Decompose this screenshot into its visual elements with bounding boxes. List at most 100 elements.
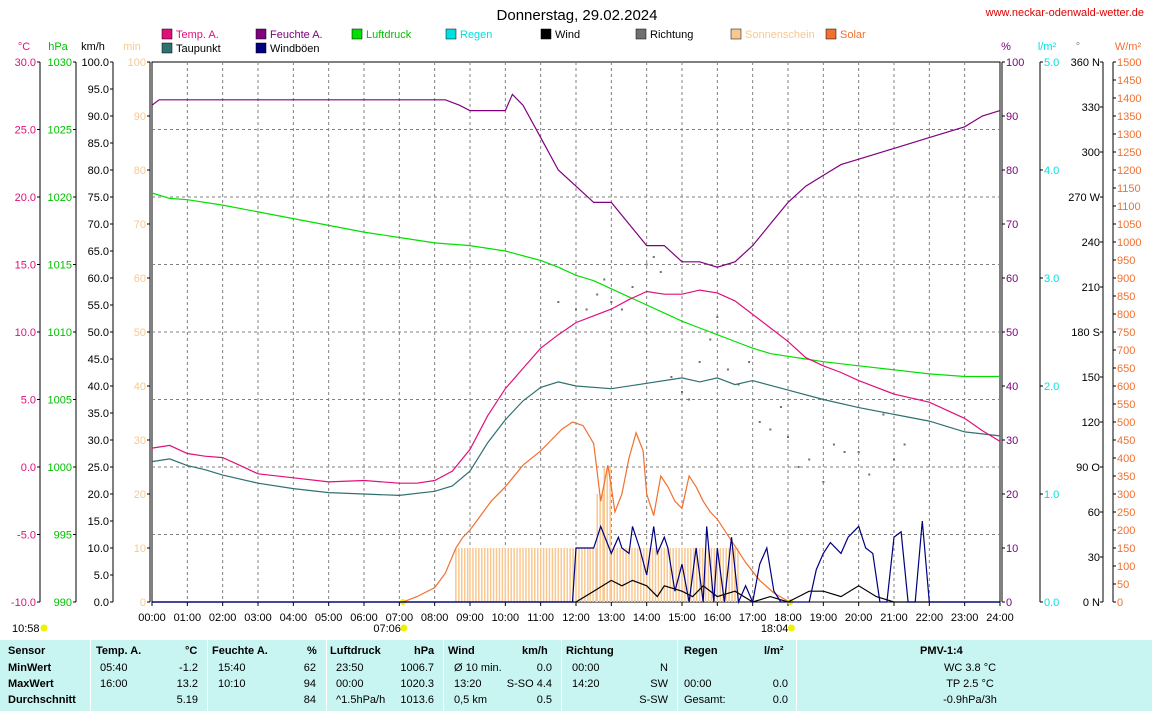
direction-point bbox=[631, 286, 634, 288]
legend-label: Solar bbox=[840, 29, 866, 41]
stat-press: 1020.3 bbox=[400, 678, 434, 690]
series-sonnenschein bbox=[455, 467, 739, 602]
direction-tick-label: 270 W bbox=[1068, 192, 1100, 204]
stat-rain-time: 00:00 bbox=[684, 678, 712, 690]
solar-tick-label: 1450 bbox=[1117, 75, 1141, 87]
solar-tick-label: 50 bbox=[1117, 579, 1129, 591]
sun-tick-label: 80 bbox=[134, 165, 146, 177]
website-link[interactable]: www.neckar-odenwald-wetter.de bbox=[985, 7, 1144, 19]
direction-tick-label: 180 S bbox=[1071, 327, 1100, 339]
series-richtung bbox=[557, 256, 906, 483]
wind-tick-label: 60.0 bbox=[88, 273, 109, 285]
stat-rain: 0.0 bbox=[772, 694, 788, 706]
rain-tick-label: 3.0 bbox=[1044, 273, 1059, 285]
stat-hum: 84 bbox=[303, 694, 316, 706]
solar-tick-label: 950 bbox=[1117, 255, 1135, 267]
time-tick-label: 15:00 bbox=[668, 612, 696, 624]
pressure-tick-label: 1005 bbox=[48, 395, 72, 407]
sunrise-icon bbox=[400, 624, 408, 632]
time-tick-label: 05:00 bbox=[315, 612, 343, 624]
stat-rain-time: Gesamt: bbox=[684, 694, 726, 706]
direction-point bbox=[645, 263, 648, 266]
sunrise-label: 07:06 bbox=[373, 623, 401, 635]
sun-tick-label: 90 bbox=[134, 111, 146, 123]
stat-temp: 5.19 bbox=[176, 694, 198, 706]
direction-point bbox=[603, 278, 606, 281]
wind-tick-label: 30.0 bbox=[88, 435, 109, 447]
time-tick-label: 07:00 bbox=[386, 612, 414, 624]
table-divider bbox=[677, 640, 678, 711]
stat-wind: S-SO 4.4 bbox=[506, 678, 552, 690]
legend-swatch bbox=[255, 42, 267, 54]
wind-tick-label: 55.0 bbox=[88, 300, 109, 312]
humidity-tick-label: 100 bbox=[1006, 57, 1024, 69]
sun-tick-label: 30 bbox=[134, 435, 146, 447]
rain-tick-label: 4.0 bbox=[1044, 165, 1059, 177]
solar-tick-label: 1250 bbox=[1117, 147, 1141, 159]
direction-point bbox=[575, 308, 577, 311]
time-tick-label: 21:00 bbox=[880, 612, 908, 624]
humidity-tick-label: 0 bbox=[1006, 597, 1012, 609]
direction-tick-label: 240 bbox=[1082, 237, 1100, 249]
stat-press: 1006.7 bbox=[400, 662, 434, 674]
solar-tick-label: 250 bbox=[1117, 507, 1135, 519]
legend-swatch bbox=[351, 28, 363, 40]
time-tick-label: 23:00 bbox=[951, 612, 979, 624]
direction-tick-label: 300 bbox=[1082, 147, 1100, 159]
series-feuchte-a bbox=[151, 93, 1001, 268]
legend-label: Temp. A. bbox=[176, 29, 219, 41]
chart-grid bbox=[151, 61, 1001, 603]
sunset-label: 18:04 bbox=[761, 623, 789, 635]
direction-point bbox=[857, 451, 860, 453]
table-divider bbox=[443, 640, 444, 711]
temp-tick-label: 10.0 bbox=[15, 327, 36, 339]
temp-tick-label: 30.0 bbox=[15, 57, 36, 69]
solar-unit-label: W/m² bbox=[1115, 41, 1142, 53]
direction-point bbox=[557, 301, 560, 303]
temp-tick-label: -5.0 bbox=[17, 530, 36, 542]
wind-tick-label: 65.0 bbox=[88, 246, 109, 258]
direction-tick-label: 60 bbox=[1088, 507, 1100, 519]
direction-point bbox=[698, 361, 701, 363]
direction-tick-label: 210 bbox=[1082, 282, 1100, 294]
wind-tick-label: 100.0 bbox=[81, 57, 109, 69]
sun-tick-label: 70 bbox=[134, 219, 146, 231]
time-tick-label: 16:00 bbox=[704, 612, 732, 624]
chart-legend: Temp. A. Taupunkt Feuchte A. Windböen Luftdr… bbox=[161, 28, 866, 55]
pressure-tick-label: 995 bbox=[54, 530, 72, 542]
wind-tick-label: 25.0 bbox=[88, 462, 109, 474]
direction-point bbox=[659, 271, 662, 273]
direction-tick-label: 30 bbox=[1088, 552, 1100, 564]
humidity-tick-label: 80 bbox=[1006, 165, 1018, 177]
stat-press: 1013.6 bbox=[400, 694, 434, 706]
direction-point bbox=[585, 308, 588, 311]
direction-point bbox=[670, 376, 673, 378]
stat-dir: SW bbox=[650, 678, 668, 690]
legend-label: Richtung bbox=[650, 29, 693, 41]
stat-label: Durchschnitt bbox=[8, 694, 76, 706]
direction-point bbox=[893, 458, 895, 461]
stat-pmv: TP 2.5 °C bbox=[946, 678, 994, 690]
sun-tick-label: 10 bbox=[134, 543, 146, 555]
time-tick-label: 17:00 bbox=[739, 612, 767, 624]
direction-point bbox=[688, 398, 691, 401]
stat-press-time: 23:50 bbox=[336, 662, 364, 674]
solar-tick-label: 350 bbox=[1117, 471, 1135, 483]
direction-unit-label: ° bbox=[1076, 41, 1080, 53]
legend-swatch bbox=[161, 42, 173, 54]
humidity-tick-label: 30 bbox=[1006, 435, 1018, 447]
pressure-tick-label: 1015 bbox=[48, 260, 72, 272]
stat-temp-time: 16:00 bbox=[100, 678, 128, 690]
direction-point bbox=[737, 383, 740, 386]
sun-tick-label: 0 bbox=[140, 597, 146, 609]
humidity-unit-label: % bbox=[1001, 41, 1011, 53]
solar-tick-label: 1350 bbox=[1117, 111, 1141, 123]
humidity-tick-label: 50 bbox=[1006, 327, 1018, 339]
pressure-tick-label: 1030 bbox=[48, 57, 72, 69]
direction-point bbox=[652, 256, 655, 258]
humidity-tick-label: 20 bbox=[1006, 489, 1018, 501]
hdr-pressure-unit: hPa bbox=[414, 645, 435, 657]
time-tick-label: 19:00 bbox=[810, 612, 838, 624]
solar-tick-label: 1200 bbox=[1117, 165, 1141, 177]
time-tick-label: 09:00 bbox=[456, 612, 484, 624]
